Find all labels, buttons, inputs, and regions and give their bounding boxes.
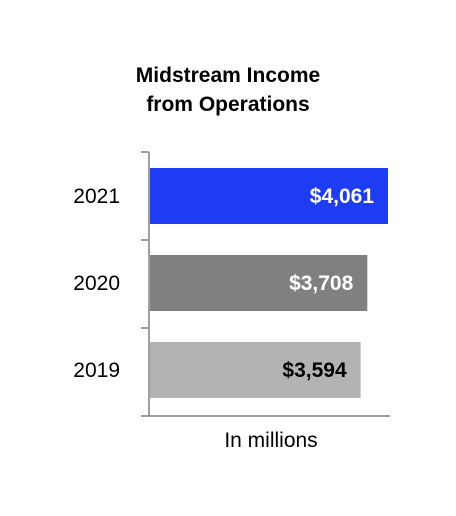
bar-2020	[150, 255, 368, 311]
data-label-2021: $4,061	[310, 185, 375, 208]
bar-2021	[150, 168, 388, 224]
bar-2019	[150, 342, 361, 398]
data-label-2019: $3,594	[282, 359, 347, 382]
chart-title-line-1: Midstream Income	[136, 64, 320, 87]
ticks-layer	[141, 151, 149, 417]
category-label-2019: 2019	[73, 359, 120, 382]
x-axis-label: In millions	[224, 429, 317, 452]
chart-title-line-2: from Operations	[146, 93, 309, 116]
category-label-2021: 2021	[73, 185, 120, 208]
bars-layer: $4,061 2021 $3,708 2020 $3,594 2019	[73, 168, 388, 398]
category-label-2020: 2020	[73, 272, 120, 295]
data-label-2020: $3,708	[289, 272, 354, 295]
